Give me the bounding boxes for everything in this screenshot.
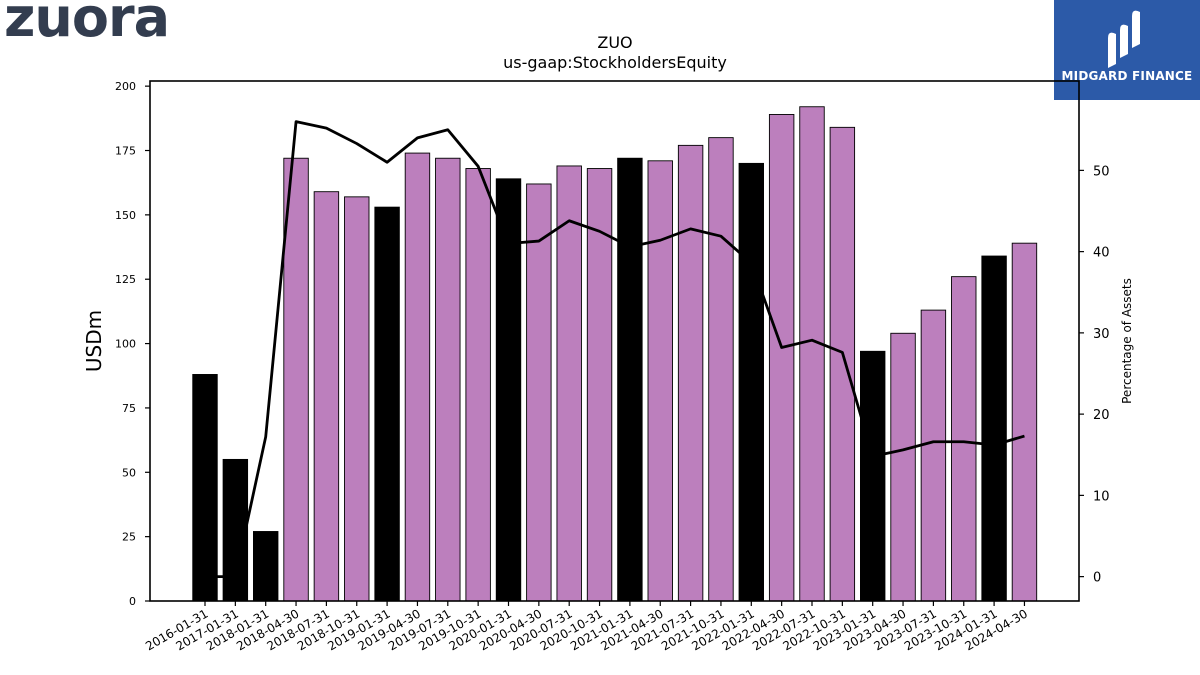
y-tick-label: 0: [129, 595, 136, 608]
y2-tick-label: 0: [1093, 571, 1101, 586]
y2-tick-label: 40: [1093, 246, 1110, 261]
chart-subtitle: us-gaap:StockholdersEquity: [503, 53, 727, 72]
y-tick-label: 50: [122, 466, 136, 479]
bar-2023-10-31: [951, 276, 977, 602]
bar-2021-01-31: [617, 157, 643, 602]
percentage-line: [205, 120, 1025, 579]
zuora-logo: zuora: [4, 0, 170, 49]
bar-2023-01-31: [860, 350, 886, 602]
y2-tick-label: 50: [1093, 164, 1110, 179]
bar-2018-04-30: [283, 157, 309, 602]
y-tick-label: 25: [122, 531, 136, 544]
bar-2022-10-31: [829, 126, 856, 602]
y2-tick-label: 20: [1093, 408, 1110, 423]
bar-2022-01-31: [738, 162, 764, 602]
bar-series: [192, 106, 1038, 602]
y2-tick-label: 30: [1093, 327, 1110, 342]
y-axis: 0 25 50 75 100 125 150 175 200: [115, 80, 150, 608]
bar-2016-01-31: [192, 374, 218, 602]
y2-tick-label: 10: [1093, 489, 1110, 504]
bar-2022-04-30: [768, 114, 795, 602]
bar-2018-01-31: [252, 531, 279, 602]
y-tick-label: 175: [115, 145, 136, 158]
bar-2019-04-30: [404, 152, 431, 602]
bar-2019-07-31: [435, 157, 461, 602]
y2-axis: 0 10 20 30 40 50: [1079, 164, 1110, 586]
bar-2022-07-31: [799, 106, 825, 602]
bar-2021-10-31: [708, 137, 734, 602]
y-tick-label: 75: [122, 402, 136, 415]
bar-2019-10-31: [465, 168, 491, 602]
plot-frame: [149, 80, 1080, 602]
y-tick-label: 150: [115, 209, 136, 222]
bar-2024-01-31: [981, 255, 1007, 602]
bar-2024-04-30: [1011, 242, 1038, 602]
y-tick-label: 100: [115, 338, 136, 351]
bar-2018-10-31: [344, 196, 370, 602]
bar-2017-01-31: [222, 458, 249, 602]
brand-name: MIDGARD FINANCE: [1061, 69, 1193, 83]
bar-2021-07-31: [677, 144, 704, 602]
x-axis: 2016-01-312017-01-312018-01-312018-04-30…: [143, 601, 1030, 653]
chart-title: ZUO: [597, 33, 632, 52]
bar-2020-07-31: [556, 165, 582, 602]
y-tick-label: 125: [115, 273, 136, 286]
bar-2020-10-31: [586, 168, 613, 602]
bar-2020-04-30: [526, 183, 552, 602]
bar-2020-01-31: [495, 178, 522, 602]
bar-2023-04-30: [890, 332, 916, 602]
y-axis-label: USDm: [82, 310, 106, 372]
bar-2021-04-30: [647, 160, 673, 602]
y-tick-label: 200: [115, 80, 136, 93]
midgard-logo-icon: [1108, 10, 1140, 68]
bar-2019-01-31: [374, 206, 400, 602]
bar-2018-07-31: [313, 191, 340, 602]
bar-2023-07-31: [920, 309, 947, 602]
y2-axis-label: Percentage of Assets: [1120, 278, 1134, 404]
